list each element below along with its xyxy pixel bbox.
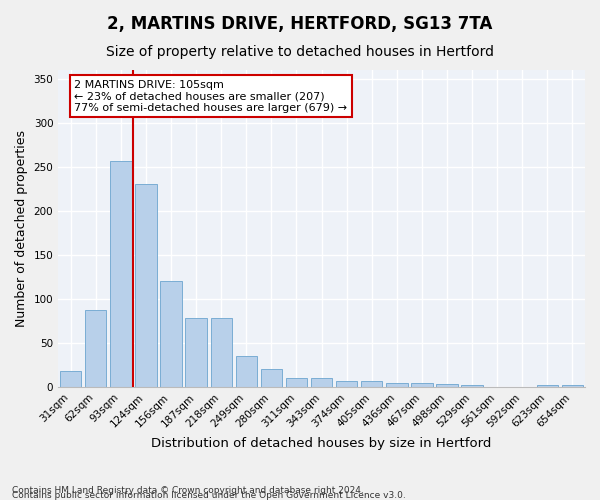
Bar bbox=[261, 370, 282, 387]
Bar bbox=[60, 371, 82, 387]
Bar bbox=[85, 310, 106, 387]
Bar bbox=[461, 385, 483, 387]
Y-axis label: Number of detached properties: Number of detached properties bbox=[15, 130, 28, 327]
Text: 2 MARTINS DRIVE: 105sqm
← 23% of detached houses are smaller (207)
77% of semi-d: 2 MARTINS DRIVE: 105sqm ← 23% of detache… bbox=[74, 80, 347, 112]
Bar bbox=[136, 184, 157, 387]
Text: 2, MARTINS DRIVE, HERTFORD, SG13 7TA: 2, MARTINS DRIVE, HERTFORD, SG13 7TA bbox=[107, 15, 493, 33]
Bar bbox=[211, 318, 232, 387]
Bar bbox=[185, 318, 207, 387]
Bar bbox=[361, 381, 382, 387]
Bar bbox=[537, 385, 558, 387]
Bar bbox=[286, 378, 307, 387]
Bar bbox=[336, 381, 358, 387]
Bar bbox=[236, 356, 257, 387]
Bar bbox=[562, 385, 583, 387]
Bar bbox=[436, 384, 458, 387]
X-axis label: Distribution of detached houses by size in Hertford: Distribution of detached houses by size … bbox=[151, 437, 492, 450]
Bar bbox=[311, 378, 332, 387]
Bar bbox=[160, 282, 182, 387]
Text: Contains public sector information licensed under the Open Government Licence v3: Contains public sector information licen… bbox=[12, 491, 406, 500]
Bar bbox=[386, 384, 407, 387]
Bar bbox=[110, 160, 131, 387]
Text: Size of property relative to detached houses in Hertford: Size of property relative to detached ho… bbox=[106, 45, 494, 59]
Bar bbox=[411, 384, 433, 387]
Text: Contains HM Land Registry data © Crown copyright and database right 2024.: Contains HM Land Registry data © Crown c… bbox=[12, 486, 364, 495]
